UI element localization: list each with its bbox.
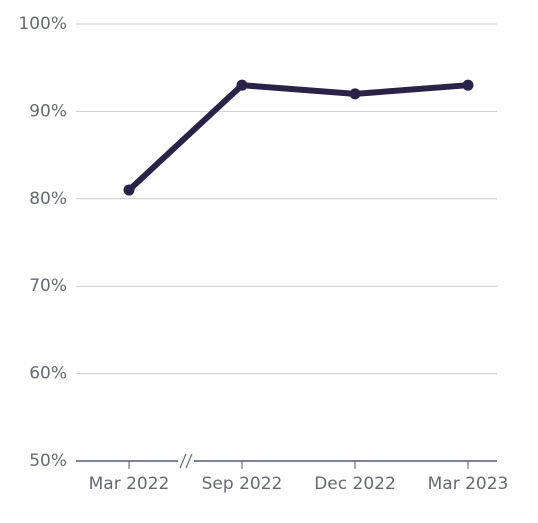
- axis-break-stroke: [179, 453, 187, 469]
- y-tick-label: 60%: [29, 364, 67, 384]
- y-tick-label: 70%: [29, 276, 67, 296]
- x-tick-label: Dec 2022: [314, 474, 396, 494]
- x-tick-label: Sep 2022: [202, 474, 283, 494]
- axis-break-stroke: [185, 453, 193, 469]
- data-point: [236, 79, 248, 91]
- line-series: [126, 82, 469, 193]
- y-tick-label: 90%: [29, 101, 67, 121]
- y-tick-label: 80%: [29, 189, 67, 209]
- y-tick-label: 50%: [29, 451, 67, 471]
- data-point: [123, 184, 135, 196]
- x-tick-label: Mar 2023: [428, 474, 509, 494]
- axis-break: [178, 452, 194, 470]
- y-tick-label: 100%: [18, 14, 67, 34]
- axis-break-gap: [178, 452, 194, 470]
- data-point: [349, 88, 361, 100]
- x-tick-label: Mar 2022: [89, 474, 170, 494]
- data-point: [462, 79, 474, 91]
